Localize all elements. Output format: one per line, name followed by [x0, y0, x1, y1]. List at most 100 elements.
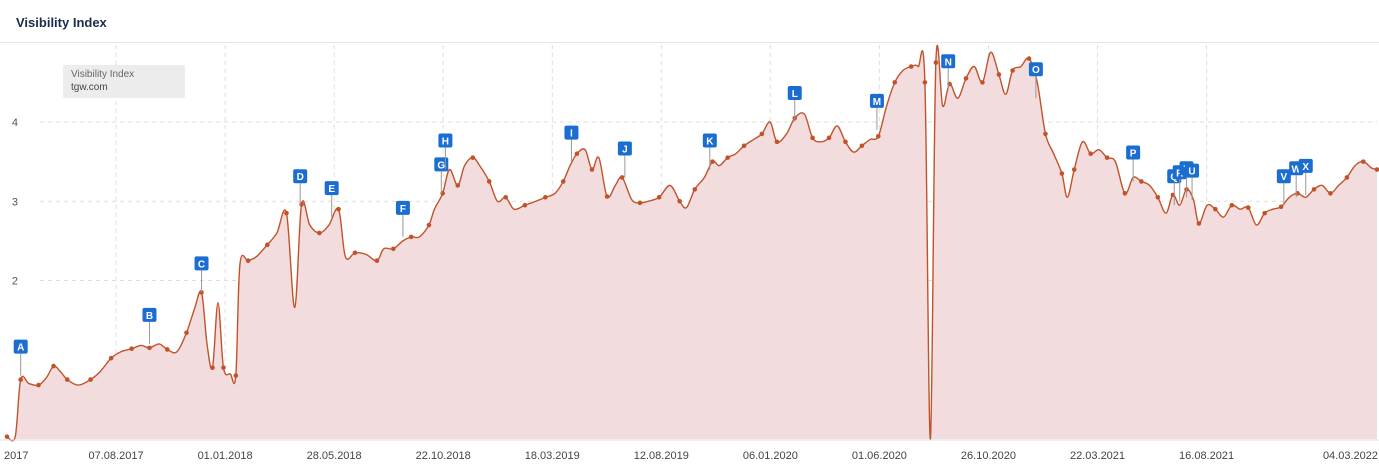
data-point[interactable] — [455, 183, 461, 188]
data-point[interactable] — [908, 64, 914, 69]
event-marker-a[interactable]: A — [13, 339, 28, 376]
data-point[interactable] — [1196, 221, 1202, 226]
data-point[interactable] — [245, 258, 251, 263]
event-marker-badge[interactable] — [564, 125, 579, 140]
data-point[interactable] — [692, 187, 698, 192]
data-point[interactable] — [859, 143, 865, 149]
data-point[interactable] — [774, 139, 780, 145]
data-point[interactable] — [1262, 210, 1267, 216]
event-marker-g[interactable]: G — [434, 157, 449, 194]
event-marker-o[interactable]: O — [1028, 62, 1043, 99]
data-point[interactable] — [1374, 167, 1379, 172]
event-marker-v[interactable]: V — [1276, 169, 1291, 206]
data-point[interactable] — [503, 194, 508, 200]
event-marker-l[interactable]: L — [787, 86, 802, 122]
data-point[interactable] — [1311, 187, 1317, 192]
event-marker-badge[interactable] — [941, 54, 956, 69]
data-point[interactable] — [1229, 202, 1235, 208]
data-point[interactable] — [725, 155, 730, 160]
event-marker-m[interactable]: M — [869, 93, 884, 130]
event-marker-badge[interactable] — [787, 86, 802, 100]
event-marker-badge[interactable] — [1028, 62, 1043, 77]
event-marker-x[interactable]: X — [1298, 158, 1313, 195]
data-point[interactable] — [336, 206, 341, 212]
data-point[interactable] — [1278, 204, 1284, 210]
data-point[interactable] — [129, 346, 134, 351]
data-point[interactable] — [892, 80, 898, 85]
data-point[interactable] — [1344, 175, 1350, 180]
data-point[interactable] — [1026, 56, 1032, 61]
data-point[interactable] — [759, 131, 765, 137]
data-point[interactable] — [741, 143, 747, 149]
data-point[interactable] — [619, 175, 625, 180]
data-point[interactable] — [1361, 159, 1366, 164]
event-marker-badge[interactable] — [324, 181, 339, 196]
data-point[interactable] — [184, 330, 189, 336]
data-point[interactable] — [284, 210, 289, 216]
data-point[interactable] — [1139, 179, 1144, 184]
data-point[interactable] — [543, 194, 548, 200]
data-point[interactable] — [677, 198, 682, 204]
data-point[interactable] — [18, 377, 24, 382]
data-point[interactable] — [164, 347, 170, 352]
data-point[interactable] — [1104, 155, 1110, 160]
data-point[interactable] — [108, 355, 114, 361]
event-marker-badge[interactable] — [395, 200, 410, 215]
data-point[interactable] — [1155, 194, 1161, 200]
data-point[interactable] — [408, 234, 414, 240]
event-marker-p[interactable]: P — [1126, 145, 1141, 182]
event-marker-badge[interactable] — [194, 256, 209, 271]
data-point[interactable] — [147, 345, 152, 351]
data-point[interactable] — [922, 80, 928, 85]
data-point[interactable] — [560, 179, 566, 184]
event-marker-badge[interactable] — [869, 93, 884, 108]
data-point[interactable] — [36, 382, 41, 388]
data-point[interactable] — [64, 377, 70, 382]
event-marker-j[interactable]: J — [617, 141, 632, 178]
data-point[interactable] — [210, 365, 215, 370]
event-marker-badge[interactable] — [702, 133, 717, 148]
event-marker-f[interactable]: F — [395, 200, 410, 237]
data-point[interactable] — [876, 133, 881, 139]
event-marker-badge[interactable] — [1276, 169, 1291, 184]
data-point[interactable] — [996, 72, 1002, 77]
event-marker-badge[interactable] — [1298, 158, 1313, 173]
event-marker-b[interactable]: B — [142, 307, 157, 344]
event-marker-i[interactable]: I — [564, 125, 579, 162]
event-marker-badge[interactable] — [1185, 163, 1200, 178]
event-marker-badge[interactable] — [293, 169, 308, 184]
data-point[interactable] — [265, 242, 270, 248]
data-point[interactable] — [980, 80, 985, 85]
data-point[interactable] — [1245, 205, 1251, 210]
data-point[interactable] — [574, 151, 580, 156]
data-point[interactable] — [1213, 206, 1218, 212]
event-marker-d[interactable]: D — [293, 169, 308, 206]
data-point[interactable] — [637, 200, 643, 206]
data-point[interactable] — [1088, 151, 1093, 156]
data-point[interactable] — [522, 202, 528, 208]
data-point[interactable] — [4, 434, 10, 439]
data-point[interactable] — [486, 179, 492, 184]
event-marker-badge[interactable] — [434, 157, 449, 172]
event-marker-k[interactable]: K — [702, 133, 717, 170]
event-marker-e[interactable]: E — [324, 181, 339, 218]
data-point[interactable] — [843, 139, 848, 145]
data-point[interactable] — [221, 365, 226, 370]
data-point[interactable] — [88, 377, 93, 382]
event-marker-n[interactable]: N — [941, 54, 956, 91]
series-line[interactable] — [6, 44, 1378, 442]
data-point[interactable] — [656, 194, 662, 200]
event-marker-badge[interactable] — [142, 307, 157, 322]
data-point[interactable] — [317, 230, 322, 236]
data-point[interactable] — [352, 250, 358, 256]
event-marker-badge[interactable] — [13, 339, 28, 354]
data-point[interactable] — [391, 246, 396, 252]
event-marker-badge[interactable] — [1126, 145, 1141, 160]
data-point[interactable] — [51, 363, 56, 369]
event-marker-h[interactable]: H — [438, 133, 453, 170]
event-marker-badge[interactable] — [617, 141, 632, 156]
data-point[interactable] — [1010, 68, 1015, 73]
data-point[interactable] — [810, 135, 815, 141]
event-marker-c[interactable]: C — [194, 256, 209, 293]
